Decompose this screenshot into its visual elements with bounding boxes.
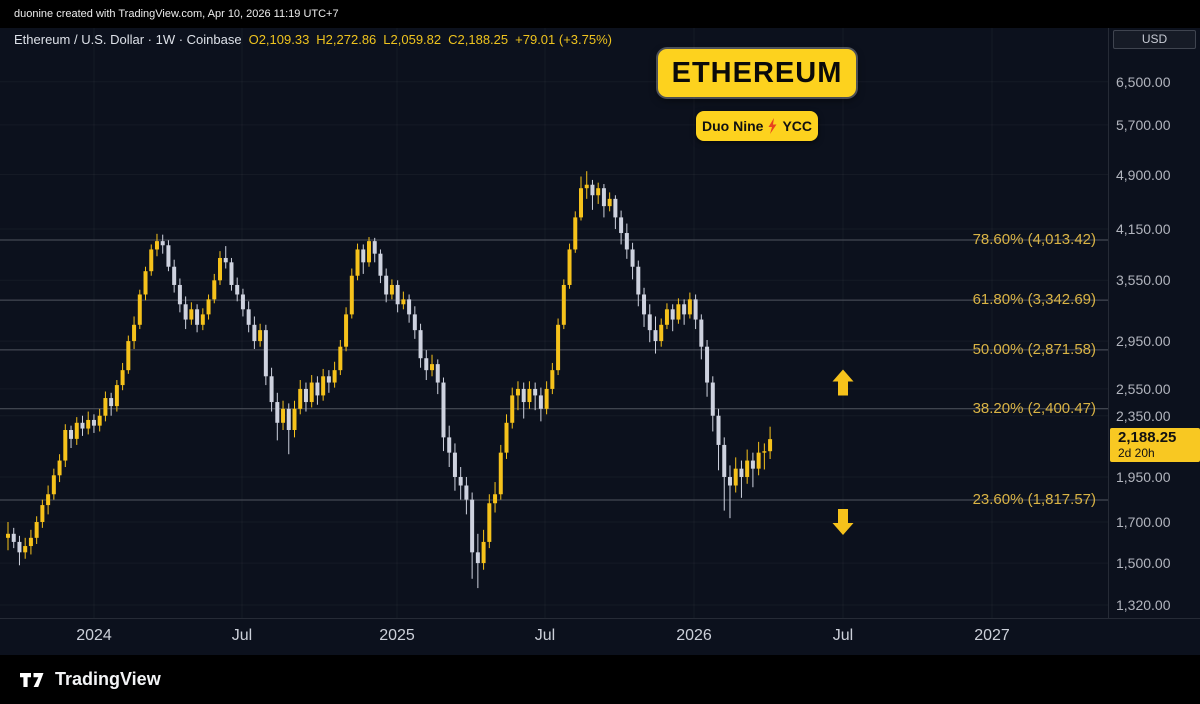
down-arrow-annotation[interactable] <box>832 509 854 536</box>
last-price-value: 2,188.25 <box>1118 429 1177 447</box>
price-axis-tick: 1,700.00 <box>1116 514 1171 530</box>
fib-level-label[interactable]: 78.60% (4,013.42) <box>972 231 1096 249</box>
fib-level-label[interactable]: 50.00% (2,871.58) <box>972 340 1096 358</box>
fib-level-label[interactable]: 61.80% (3,342.69) <box>972 291 1096 309</box>
attribution-text: duonine created with TradingView.com, Ap… <box>14 8 339 20</box>
chart-area[interactable]: Ethereum / U.S. Dollar · 1W · Coinbase O2… <box>0 28 1108 618</box>
price-axis-tick: 2,550.00 <box>1116 380 1171 397</box>
price-axis-tick: 1,500.00 <box>1116 555 1171 572</box>
price-axis-tick: 2,350.00 <box>1116 407 1171 424</box>
candlestick-plot[interactable] <box>0 28 1108 618</box>
grid-layer <box>0 28 1108 618</box>
attribution-bar: duonine created with TradingView.com, Ap… <box>0 0 1200 28</box>
symbol-legend[interactable]: Ethereum / U.S. Dollar · 1W · Coinbase O2… <box>14 32 612 47</box>
price-axis-tick: 6,500.00 <box>1116 73 1171 90</box>
price-axis[interactable]: USD 6,500.00 5,700.00 4,900.00 4,150.00 3,55… <box>1108 28 1200 618</box>
tradingview-wordmark[interactable]: TradingView <box>55 669 161 689</box>
time-axis-tick: 2026 <box>676 627 712 644</box>
price-axis-tick: 2,950.00 <box>1116 333 1171 350</box>
ethereum-title-badge[interactable]: ETHEREUM <box>658 49 856 97</box>
time-axis-tick: Jul <box>832 627 854 644</box>
ohlc-close: C2,188.25 <box>448 32 509 47</box>
fib-lines-layer <box>0 239 1108 501</box>
time-axis-tick: Jul <box>231 627 253 644</box>
currency-button[interactable]: USD <box>1113 30 1196 49</box>
price-axis-tick: 3,550.00 <box>1116 272 1171 289</box>
arrow-annotations-layer <box>832 369 854 536</box>
tradingview-logo-icon[interactable] <box>20 672 46 688</box>
fib-level-label[interactable]: 38.20% (2,400.47) <box>972 399 1096 417</box>
duo-nine-text: Duo Nine <box>701 118 764 134</box>
price-axis-tick: 1,320.00 <box>1116 597 1171 614</box>
bar-countdown: 2d 20h <box>1118 446 1155 461</box>
up-arrow-annotation[interactable] <box>832 369 854 396</box>
last-price-badge: 2,188.25 2d 20h <box>1110 428 1200 463</box>
time-axis-tick: 2024 <box>76 627 112 644</box>
ycc-text: YCC <box>782 118 812 134</box>
ohlc-open: O2,109.33 <box>248 32 310 47</box>
price-axis-tick: 5,700.00 <box>1116 116 1171 133</box>
time-axis-tick: 2027 <box>974 627 1010 644</box>
ohlc-high: H2,272.86 <box>316 32 377 47</box>
ohlc-low: L2,059.82 <box>383 32 442 47</box>
footer-bar: TradingView <box>0 655 1200 704</box>
fib-level-label[interactable]: 23.60% (1,817.57) <box>972 491 1096 509</box>
lightning-bolt-icon <box>768 118 777 134</box>
time-axis-tick: 2025 <box>379 627 415 644</box>
price-axis-tick: 4,900.00 <box>1116 166 1171 183</box>
time-axis[interactable]: 2024 Jul 2025 Jul 2026 Jul 2027 <box>0 618 1200 655</box>
ohlc-change: +79.01 (+3.75%) <box>515 32 612 47</box>
duo-nine-ycc-badge[interactable]: Duo Nine YCC <box>696 111 818 141</box>
symbol-title[interactable]: Ethereum / U.S. Dollar · 1W · Coinbase <box>14 32 242 47</box>
fib-retracement-labels: 78.60% (4,013.42) 61.80% (3,342.69) 50.00%… <box>0 28 1108 618</box>
time-axis-tick: Jul <box>534 627 556 644</box>
price-axis-tick: 1,950.00 <box>1116 468 1171 485</box>
candles-layer <box>6 171 773 589</box>
price-axis-tick: 4,150.00 <box>1116 221 1171 238</box>
